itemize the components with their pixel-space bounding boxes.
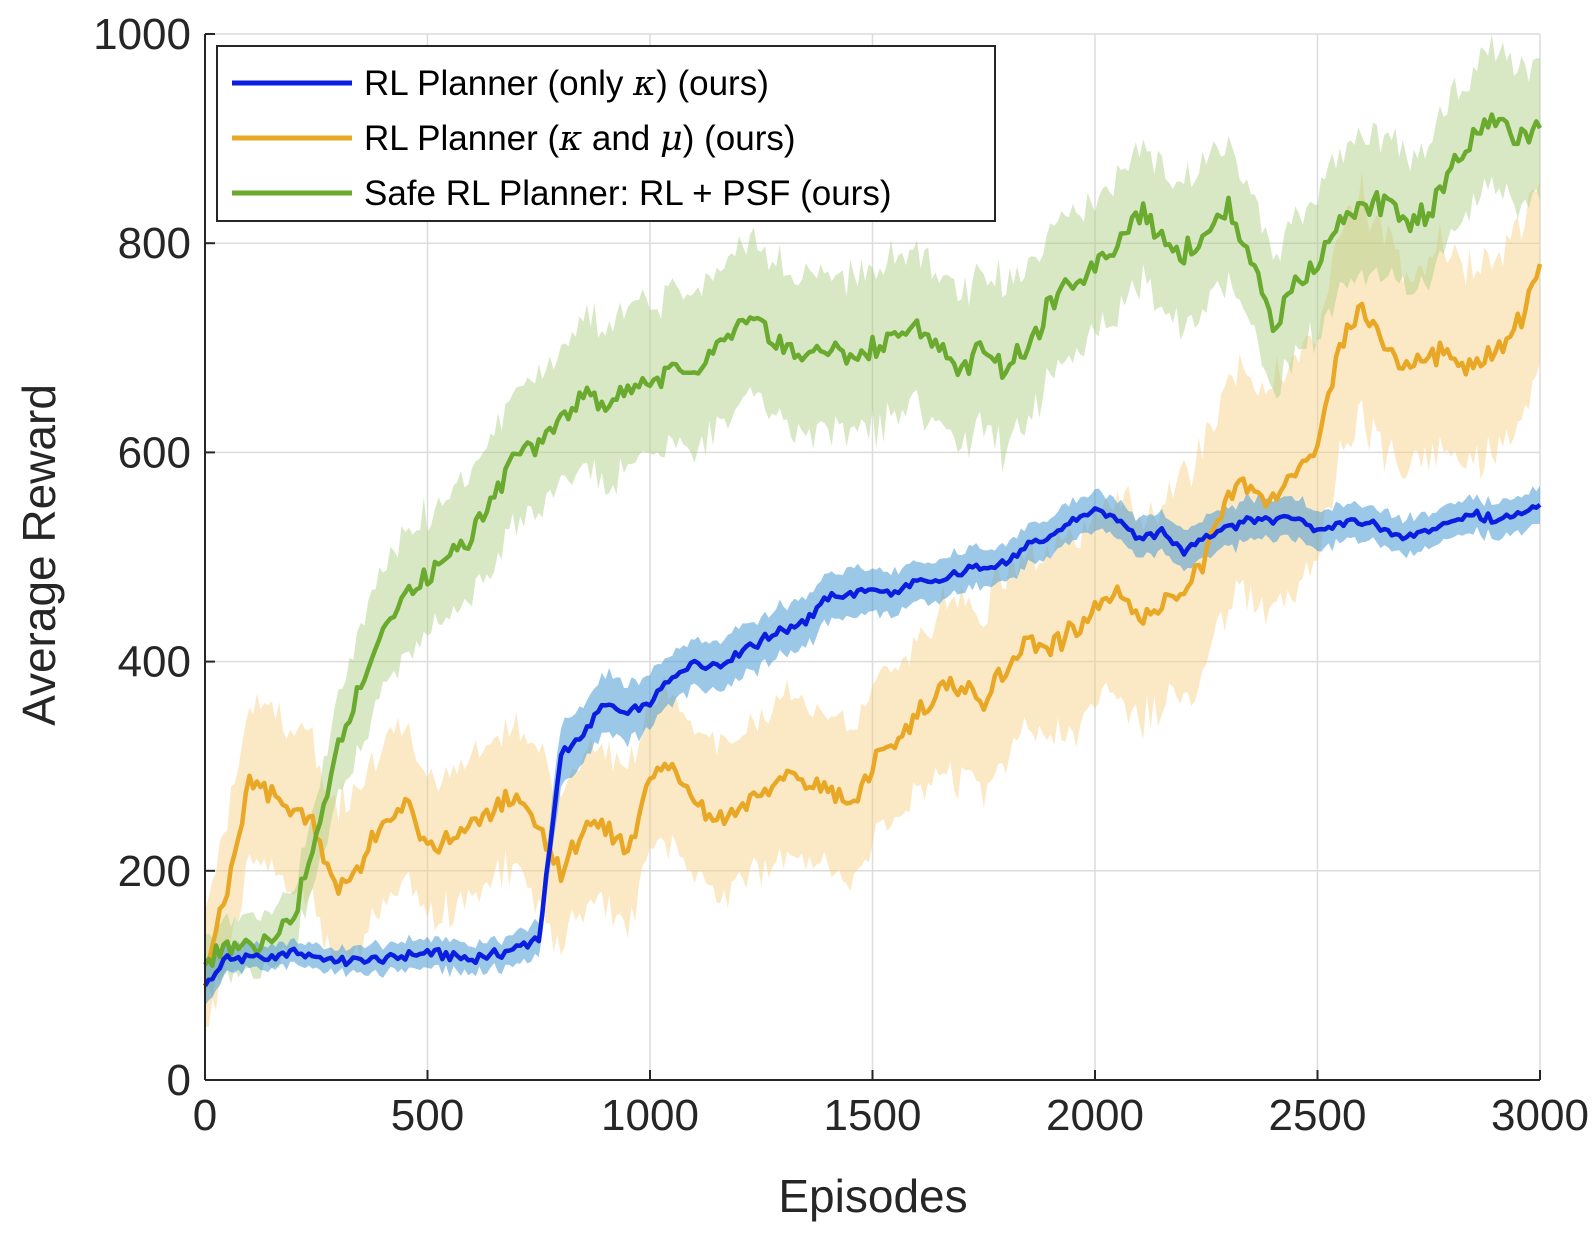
x-tick-label: 1500 (824, 1091, 922, 1140)
x-tick-label: 1000 (601, 1091, 699, 1140)
x-tick-label: 3000 (1491, 1091, 1589, 1140)
series-line-1 (203, 263, 1543, 967)
x-axis-title: Episodes (778, 1170, 967, 1222)
series-line-0 (203, 502, 1542, 988)
confidence-band-1 (205, 171, 1540, 1028)
y-tick-label: 0 (167, 1056, 191, 1105)
y-axis-title: Average Reward (13, 384, 65, 726)
x-tick-label: 2500 (1269, 1091, 1367, 1140)
y-tick-label: 400 (118, 638, 191, 687)
series-line-2 (203, 112, 1542, 969)
series-lines (203, 112, 1543, 988)
legend-label-2: Safe RL Planner: RL + PSF (ours) (364, 174, 892, 213)
axes (204, 33, 1541, 1081)
y-tick-label: 600 (118, 428, 191, 477)
y-tick-label: 200 (118, 847, 191, 896)
tick-labels: 0 500 1000 1500 2000 2500 3000 0 200 400 600 800 100… (93, 10, 1589, 1140)
legend: RL Planner (only κ) (ours) RL Planner (κ … (216, 45, 996, 222)
x-tick-label: 0 (193, 1091, 217, 1140)
x-tick-label: 2000 (1046, 1091, 1144, 1140)
y-tick-label: 800 (118, 219, 191, 268)
legend-label-0: RL Planner (only κ) (ours) (364, 64, 769, 104)
confidence-band-2 (205, 34, 1540, 999)
y-tick-label: 1000 (93, 10, 191, 59)
x-tick-label: 500 (391, 1091, 464, 1140)
legend-label-1: RL Planner (κ and μ) (ours) (364, 119, 796, 159)
